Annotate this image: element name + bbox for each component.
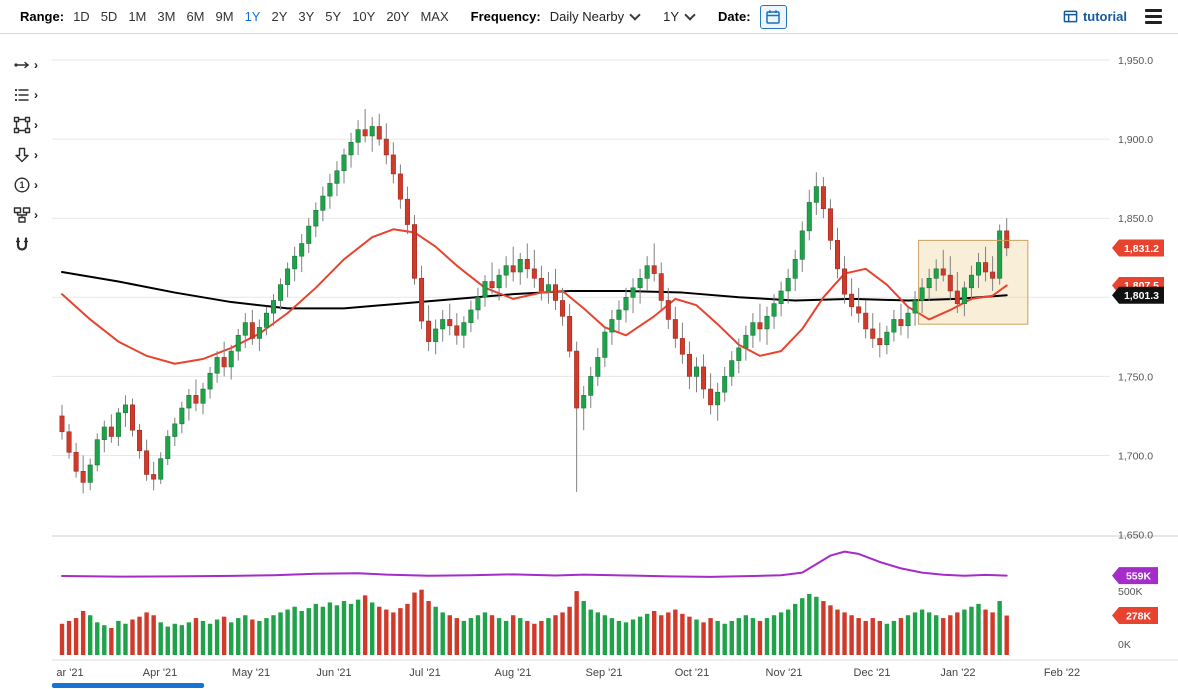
drawing-toolbar: › › › › 1 › › [0,34,52,689]
svg-text:1: 1 [19,180,24,190]
svg-text:Dec '21: Dec '21 [854,667,891,679]
scrollbar-thumb[interactable] [52,683,204,688]
svg-text:Oct '21: Oct '21 [675,667,710,679]
range-option-3y[interactable]: 3Y [298,9,315,24]
svg-text:500K: 500K [1118,586,1143,598]
last-price-badge: 1,831.2 [1112,239,1164,257]
volume-ma-badge: 559K [1112,567,1158,585]
volume-ma-line [61,550,1008,578]
svg-text:Nov '21: Nov '21 [766,667,803,679]
chevron-down-icon [684,8,696,21]
volume-axis-labels: 500K 0K [1118,586,1143,651]
svg-text:0K: 0K [1118,639,1131,651]
svg-text:Apr '21: Apr '21 [143,667,178,679]
flowchart-tool-icon [13,207,31,223]
svg-text:1,700.0: 1,700.0 [1118,450,1153,462]
frequency-value: Daily Nearby [549,9,625,24]
y-axis-labels: 1,950.0 1,900.0 1,850.0 1,750.0 1,700.0 1,650… [1118,55,1153,542]
range-option-3m[interactable]: 3M [157,9,176,24]
down-arrow-tool[interactable]: › [0,146,52,164]
volume-badge: 278K [1112,607,1158,625]
chevron-right-icon: › [34,178,38,192]
svg-text:1,750.0: 1,750.0 [1118,371,1153,383]
svg-text:1,950.0: 1,950.0 [1118,55,1153,67]
frequency-label: Frequency: [470,9,541,24]
measure-tool-icon [14,61,29,69]
svg-text:Aug '21: Aug '21 [495,667,532,679]
range-option-9m[interactable]: 9M [215,9,234,24]
slow-ma-badge: 1,801.3 [1112,286,1164,304]
tutorial-icon [1063,10,1078,23]
number-marker-tool[interactable]: 1 › [0,176,52,194]
range-option-5y[interactable]: 5Y [325,9,342,24]
frequency-dropdown[interactable]: Daily Nearby [549,8,641,24]
calendar-button[interactable] [759,4,787,29]
svg-text:May '21: May '21 [232,667,270,679]
range-option-10y[interactable]: 10Y [352,9,376,24]
svg-text:1,900.0: 1,900.0 [1118,134,1153,146]
chevron-right-icon: › [34,58,38,72]
chevron-right-icon: › [34,118,38,132]
svg-text:Jan '22: Jan '22 [940,667,975,679]
range-option-2y[interactable]: 2Y [271,9,288,24]
tutorial-link[interactable]: tutorial [1063,9,1127,24]
svg-text:1,801.3: 1,801.3 [1124,290,1159,302]
period-value: 1Y [663,9,680,24]
shape-tool[interactable]: › [0,116,52,134]
svg-text:Jul '21: Jul '21 [409,667,440,679]
notes-list-tool-icon [14,88,29,102]
svg-text:ar '21: ar '21 [56,667,83,679]
number-marker-tool-icon: 1 [14,177,30,193]
flowchart-tool[interactable]: › [0,206,52,224]
annotation-box-border [918,239,1029,325]
svg-text:Feb '22: Feb '22 [1044,667,1080,679]
svg-text:278K: 278K [1126,610,1152,622]
chevron-right-icon: › [34,208,38,222]
top-toolbar: Range: 1D 5D 1M 3M 6M 9M 1Y 2Y 3Y 5Y 10Y 20Y MAX Fre… [0,0,1178,34]
range-option-6m[interactable]: 6M [186,9,205,24]
svg-text:1,650.0: 1,650.0 [1118,530,1153,542]
range-label: Range: [20,9,65,24]
range-option-5d[interactable]: 5D [100,9,118,24]
range-option-20y[interactable]: 20Y [386,9,410,24]
range-option-1y[interactable]: 1Y [244,9,261,24]
menu-button[interactable] [1143,7,1164,26]
tutorial-label: tutorial [1082,9,1127,24]
magnet-tool-icon [15,237,29,251]
price-chart[interactable]: 1,950.0 1,900.0 1,850.0 1,750.0 1,700.0 1,650… [52,34,1178,689]
svg-text:Jun '21: Jun '21 [316,667,351,679]
shape-tool-icon [13,116,31,134]
volume-bars [59,589,1009,655]
notes-list-tool[interactable]: › [0,86,52,104]
range-option-max[interactable]: MAX [420,9,449,24]
measure-tool[interactable]: › [0,56,52,74]
candlesticks [59,109,1010,494]
down-arrow-tool-icon [15,147,29,163]
svg-text:Sep '21: Sep '21 [586,667,623,679]
svg-text:1,831.2: 1,831.2 [1124,243,1159,255]
svg-text:1,850.0: 1,850.0 [1118,213,1153,225]
range-selector: 1D 5D 1M 3M 6M 9M 1Y 2Y 3Y 5Y 10Y 20Y MAX [73,9,449,24]
period-dropdown[interactable]: 1Y [663,8,696,24]
chevron-right-icon: › [34,148,38,162]
date-label: Date: [718,9,751,24]
range-option-1m[interactable]: 1M [128,9,147,24]
range-option-1d[interactable]: 1D [73,9,90,24]
chevron-right-icon: › [34,88,38,102]
magnet-tool[interactable] [0,236,52,254]
svg-text:559K: 559K [1126,570,1152,582]
chevron-down-icon [629,8,641,21]
calendar-icon [766,9,780,24]
x-axis-labels: ar '21 Apr '21 May '21 Jun '21 Jul '21 Aug '2… [56,667,1080,679]
gridlines [52,59,1110,456]
